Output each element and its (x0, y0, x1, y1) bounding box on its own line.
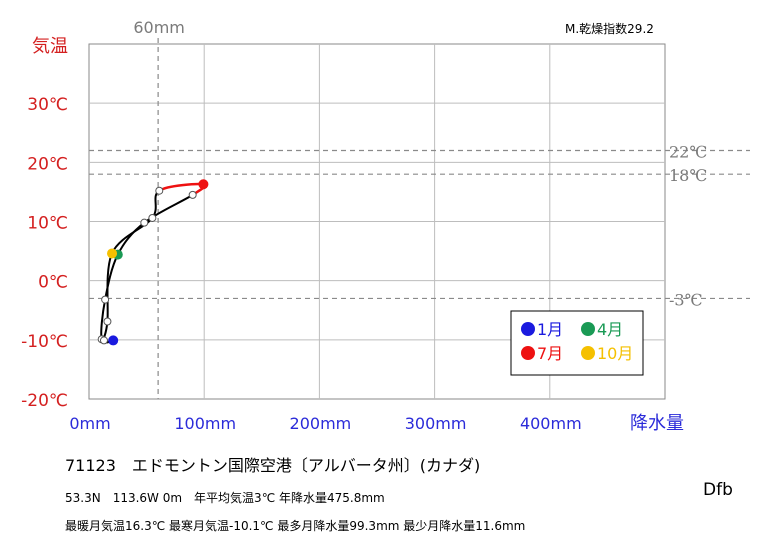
station-summary: 53.3N 113.6W 0m 年平均気温3℃ 年降水量475.8mm (65, 491, 385, 505)
x-tick-label: 100mm (174, 414, 236, 433)
grid-lines (89, 44, 665, 399)
reference-lines: 60mm 22℃ 18℃ -3℃ (89, 18, 750, 399)
legend-marker (521, 322, 535, 336)
x-tick-label: 200mm (290, 414, 352, 433)
aridity-index: M.乾燥指数29.2 (565, 21, 654, 36)
month-marker (101, 295, 110, 304)
x-tick-label: 400mm (520, 414, 582, 433)
x-tick-label: 0mm (69, 414, 110, 433)
y-tick-label: 20℃ (27, 154, 68, 174)
month-marker (188, 190, 197, 199)
x-tick-label: 300mm (405, 414, 467, 433)
month-marker (155, 186, 164, 195)
month-marker (99, 336, 108, 345)
climate-path (97, 179, 209, 346)
legend-marker (581, 346, 595, 360)
month-marker-highlight (107, 248, 118, 259)
station-title: 71123 エドモントン国際空港〔アルバータ州〕(カナダ) (65, 456, 481, 475)
legend-label: 7月 (537, 344, 563, 363)
legend-marker (581, 322, 595, 336)
y-tick-label: 0℃ (38, 273, 68, 293)
legend-label: 4月 (597, 320, 623, 339)
y-tick-label: -20℃ (21, 391, 68, 411)
legend-marker (521, 346, 535, 360)
y-tick-label: 30℃ (27, 95, 68, 115)
y-tick-label: -10℃ (21, 332, 68, 352)
legend: 1月 4月 7月 10月 (510, 310, 644, 376)
reference-label-horizontal: 18℃ (669, 166, 707, 185)
legend-label: 10月 (597, 344, 633, 363)
reference-label-horizontal: 22℃ (669, 143, 707, 162)
legend-label: 1月 (537, 320, 563, 339)
path-segment (106, 252, 113, 323)
station-extremes: 最暖月気温16.3℃ 最寒月気温-10.1℃ 最多月降水量99.3mm 最少月降… (65, 519, 526, 533)
climate-code: Dfb (703, 480, 733, 500)
month-marker-highlight (108, 335, 119, 346)
month-marker (148, 213, 157, 222)
x-axis-label: 降水量 (630, 413, 684, 434)
reference-label-horizontal: -3℃ (669, 290, 702, 309)
axis-tick-labels: -20℃ -10℃ 0℃ 10℃ 20℃ 30℃ 0mm 100mm 200mm 300mm 400… (21, 95, 582, 433)
month-marker-highlight (198, 179, 209, 190)
y-axis-label: 気温 (32, 36, 68, 57)
month-marker (140, 218, 149, 227)
reference-label-vertical: 60mm (133, 18, 185, 37)
legend-box (510, 310, 644, 376)
y-tick-label: 10℃ (27, 214, 68, 234)
month-marker (103, 317, 112, 326)
